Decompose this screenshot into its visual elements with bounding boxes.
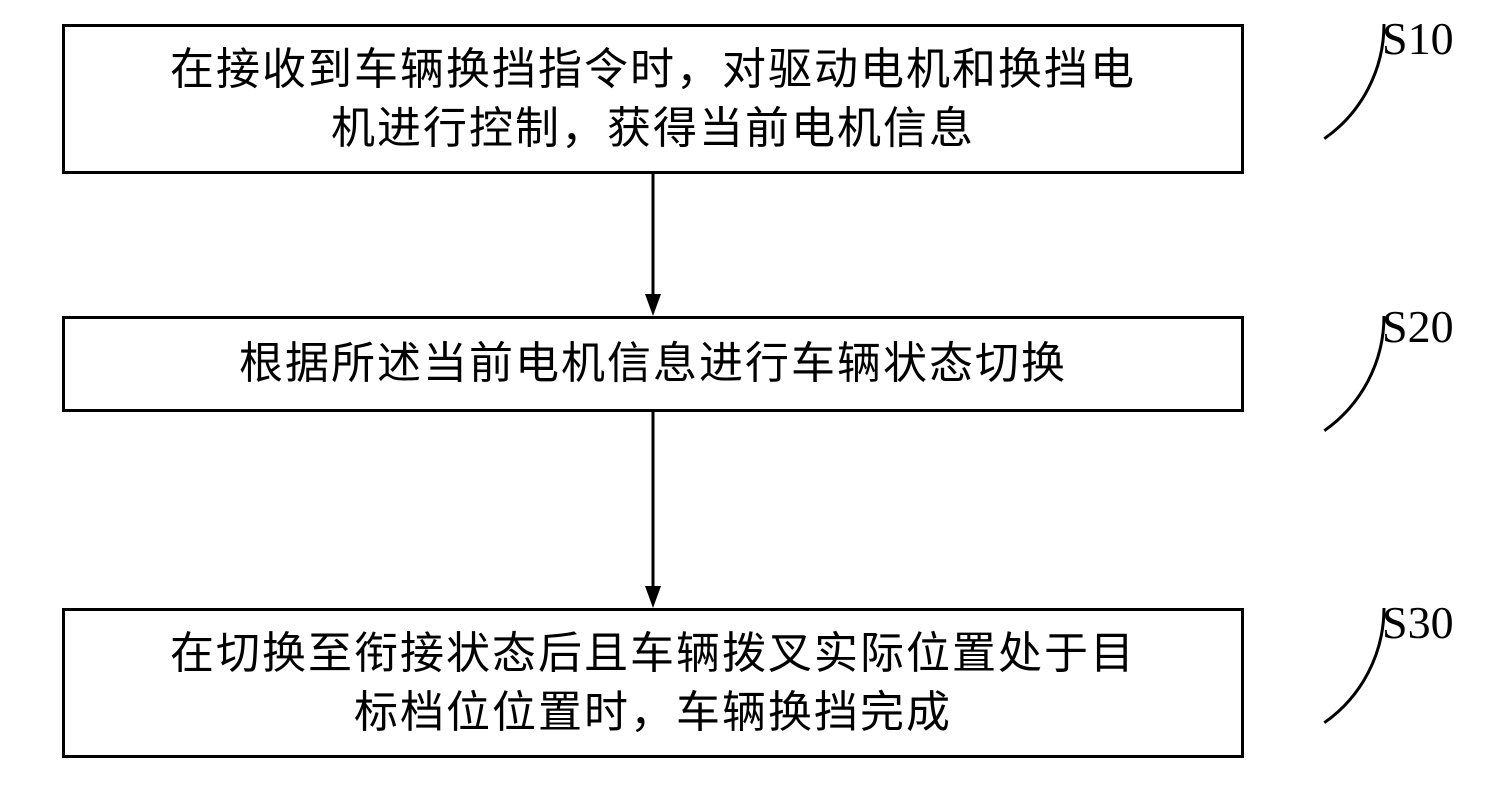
flow-node-s30-line1: 在切换至衔接状态后且车辆拨叉实际位置处于目 bbox=[170, 629, 1136, 678]
flowchart-canvas: 在接收到车辆换挡指令时，对驱动电机和换挡电 机进行控制，获得当前电机信息 S10… bbox=[0, 0, 1498, 804]
step-label-s30: S30 bbox=[1382, 596, 1454, 649]
flow-node-s30: 在切换至衔接状态后且车辆拨叉实际位置处于目 标档位位置时，车辆换挡完成 bbox=[62, 608, 1244, 758]
flow-node-s30-line2: 标档位位置时，车辆换挡完成 bbox=[354, 688, 952, 737]
step-label-s20: S20 bbox=[1382, 300, 1454, 353]
flow-node-s20-line1: 根据所述当前电机信息进行车辆状态切换 bbox=[239, 339, 1067, 388]
flow-node-s10: 在接收到车辆换挡指令时，对驱动电机和换挡电 机进行控制，获得当前电机信息 bbox=[62, 24, 1244, 174]
flow-node-s20-text: 根据所述当前电机信息进行车辆状态切换 bbox=[221, 334, 1085, 393]
flow-node-s30-text: 在切换至衔接状态后且车辆拨叉实际位置处于目 标档位位置时，车辆换挡完成 bbox=[152, 624, 1154, 743]
flow-node-s10-line2: 机进行控制，获得当前电机信息 bbox=[331, 104, 975, 153]
flow-node-s10-text: 在接收到车辆换挡指令时，对驱动电机和换挡电 机进行控制，获得当前电机信息 bbox=[152, 40, 1154, 159]
flow-node-s10-line1: 在接收到车辆换挡指令时，对驱动电机和换挡电 bbox=[170, 45, 1136, 94]
step-label-s10: S10 bbox=[1382, 12, 1454, 65]
flow-node-s20: 根据所述当前电机信息进行车辆状态切换 bbox=[62, 316, 1244, 412]
